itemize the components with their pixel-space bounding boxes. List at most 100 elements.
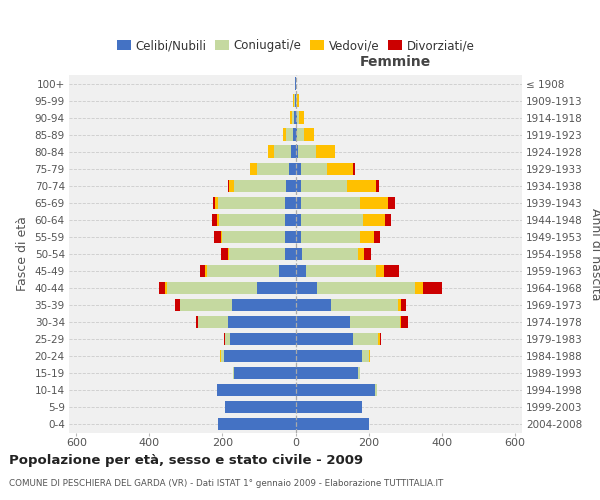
Bar (218, 418, 296, 430)
Bar (196, 316, 198, 328)
Bar (296, 230, 301, 243)
Bar (358, 248, 364, 260)
Bar (295, 94, 296, 106)
Bar (235, 180, 286, 192)
Bar (299, 112, 304, 124)
Bar (296, 384, 375, 396)
Bar (283, 128, 286, 140)
Bar (227, 248, 229, 260)
Bar (364, 248, 371, 260)
Bar (223, 230, 285, 243)
Bar (165, 282, 167, 294)
Bar (376, 180, 379, 192)
Bar (298, 128, 304, 140)
Text: Femmine: Femmine (359, 55, 431, 69)
Bar (217, 214, 219, 226)
Bar (232, 298, 296, 311)
Bar (250, 162, 257, 175)
Bar (257, 162, 289, 175)
Bar (401, 298, 406, 311)
Bar (296, 316, 350, 328)
Bar (368, 350, 370, 362)
Bar (212, 214, 217, 226)
Bar (286, 128, 293, 140)
Bar (274, 146, 291, 158)
Bar (301, 230, 360, 243)
Bar (286, 180, 296, 192)
Bar (296, 180, 301, 192)
Bar (279, 264, 296, 277)
Bar (294, 112, 296, 124)
Bar (415, 282, 422, 294)
Bar (292, 112, 294, 124)
Bar (207, 264, 279, 277)
Bar (317, 282, 415, 294)
Bar (296, 162, 301, 175)
Bar (293, 94, 294, 106)
Bar (293, 128, 296, 140)
Bar (296, 146, 298, 158)
Legend: Celibi/Nubili, Coniugati/e, Vedovi/e, Divorziati/e: Celibi/Nubili, Coniugati/e, Vedovi/e, Di… (112, 34, 479, 57)
Bar (228, 316, 296, 328)
Bar (218, 196, 285, 209)
Bar (175, 298, 181, 311)
Bar (296, 196, 301, 209)
Bar (296, 367, 358, 379)
Bar (301, 214, 364, 226)
Bar (378, 332, 380, 345)
Bar (296, 298, 331, 311)
Bar (327, 162, 353, 175)
Bar (224, 350, 296, 362)
Bar (205, 264, 207, 277)
Bar (296, 94, 297, 106)
Bar (385, 214, 391, 226)
Bar (296, 401, 362, 413)
Bar (296, 282, 317, 294)
Bar (229, 248, 284, 260)
Bar (221, 230, 223, 243)
Bar (220, 350, 221, 362)
Bar (285, 214, 296, 226)
Bar (296, 418, 369, 430)
Bar (374, 230, 380, 243)
Bar (296, 350, 362, 362)
Bar (298, 146, 316, 158)
Bar (301, 180, 347, 192)
Bar (301, 162, 327, 175)
Bar (290, 112, 292, 124)
Bar (221, 248, 227, 260)
Bar (227, 180, 229, 192)
Bar (296, 214, 301, 226)
Bar (198, 316, 228, 328)
Bar (362, 350, 368, 362)
Bar (224, 332, 226, 345)
Bar (401, 316, 408, 328)
Bar (268, 146, 274, 158)
Y-axis label: Fasce di età: Fasce di età (16, 216, 29, 291)
Bar (212, 196, 215, 209)
Bar (296, 248, 302, 260)
Bar (296, 128, 298, 140)
Bar (215, 196, 218, 209)
Bar (158, 282, 165, 294)
Bar (331, 298, 398, 311)
Bar (360, 196, 388, 209)
Bar (257, 282, 296, 294)
Bar (226, 332, 230, 345)
Bar (347, 180, 376, 192)
Bar (297, 94, 299, 106)
Bar (226, 401, 296, 413)
Bar (296, 332, 353, 345)
Text: COMUNE DI PESCHIERA DEL GARDA (VR) - Dati ISTAT 1° gennaio 2009 - Elaborazione T: COMUNE DI PESCHIERA DEL GARDA (VR) - Dat… (9, 478, 443, 488)
Bar (221, 350, 224, 362)
Bar (302, 248, 358, 260)
Bar (234, 367, 296, 379)
Bar (350, 316, 400, 328)
Bar (296, 112, 297, 124)
Bar (398, 298, 401, 311)
Text: Popolazione per età, sesso e stato civile - 2009: Popolazione per età, sesso e stato civil… (9, 454, 363, 467)
Bar (380, 332, 381, 345)
Bar (384, 264, 399, 277)
Bar (214, 230, 221, 243)
Bar (219, 214, 285, 226)
